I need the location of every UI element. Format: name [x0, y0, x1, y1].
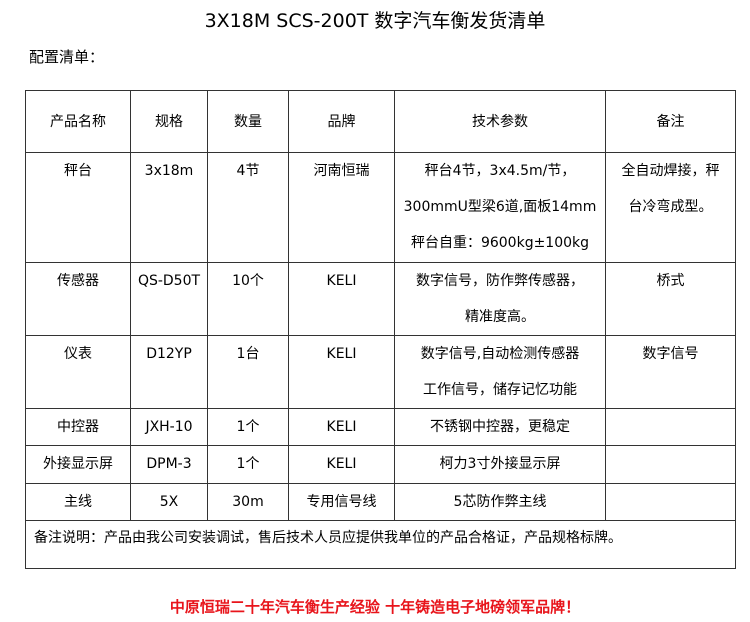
tech-line: 数字信号，防作弊传感器，	[416, 273, 584, 289]
cell-name: 中控器	[25, 408, 131, 446]
cell-tech: 5芯防作弊主线	[394, 483, 606, 521]
tech-line: 数字信号,自动检测传感器	[420, 346, 580, 362]
cell-qty: 30m	[207, 483, 289, 521]
header-qty: 数量	[207, 90, 289, 153]
header-name: 产品名称	[25, 90, 131, 153]
cell-note: 全自动焊接，秤 台冷弯成型。	[605, 152, 736, 263]
tech-line: 柯力3寸外接显示屏	[439, 456, 561, 472]
shipping-list-table: 产品名称 规格 数量 品牌 技术参数 备注 秤台 3x18m 4节 河南恒瑞 秤台4节，…	[25, 90, 736, 569]
cell-note: 数字信号	[605, 335, 736, 409]
remark-text: 备注说明：产品由我公司安装调试，售后技术人员应提供我单位的产品合格证，产品规格标…	[25, 520, 736, 569]
cell-tech: 数字信号，防作弊传感器， 精准度高。	[394, 262, 606, 336]
note-line: 数字信号	[642, 346, 699, 362]
cell-brand: 河南恒瑞	[288, 152, 395, 263]
cell-tech: 数字信号,自动检测传感器 工作信号，储存记忆功能	[394, 335, 606, 409]
tech-line: 精准度高。	[465, 309, 535, 325]
cell-tech: 不锈钢中控器，更稳定	[394, 408, 606, 446]
cell-brand: KELI	[288, 335, 395, 409]
cell-note	[605, 445, 736, 484]
cell-spec: 3x18m	[130, 152, 208, 263]
cell-spec: QS-D50T	[130, 262, 208, 336]
cell-tech: 秤台4节，3x4.5m/节， 300mmU型梁6道,面板14mm 秤台自重：9600…	[394, 152, 606, 263]
cell-spec: JXH-10	[130, 408, 208, 446]
note-line: 桥式	[656, 273, 685, 289]
table-header-row: 产品名称 规格 数量 品牌 技术参数 备注	[25, 90, 736, 153]
cell-qty: 1个	[207, 408, 289, 446]
config-list-label: 配置清单：	[29, 48, 105, 66]
cell-spec: DPM-3	[130, 445, 208, 484]
cell-qty: 1台	[207, 335, 289, 409]
cell-name: 仪表	[25, 335, 131, 409]
remark-row: 备注说明：产品由我公司安装调试，售后技术人员应提供我单位的产品合格证，产品规格标…	[25, 520, 736, 569]
tech-line: 300mmU型梁6道,面板14mm	[403, 199, 597, 215]
cell-brand: KELI	[288, 262, 395, 336]
table-row: 传感器 QS-D50T 10个 KELI 数字信号，防作弊传感器， 精准度高。 桥式	[25, 262, 736, 336]
cell-spec: D12YP	[130, 335, 208, 409]
cell-qty: 4节	[207, 152, 289, 263]
cell-qty: 10个	[207, 262, 289, 336]
tech-line: 5芯防作弊主线	[453, 494, 547, 510]
header-spec: 规格	[130, 90, 208, 153]
tech-line: 工作信号，储存记忆功能	[423, 382, 577, 398]
table-row: 中控器 JXH-10 1个 KELI 不锈钢中控器，更稳定	[25, 408, 736, 446]
document-title: 3X18M SCS-200T 数字汽车衡发货清单	[204, 10, 546, 32]
header-brand: 品牌	[288, 90, 395, 153]
header-note: 备注	[605, 90, 736, 153]
cell-spec: 5X	[130, 483, 208, 521]
table-row: 外接显示屏 DPM-3 1个 KELI 柯力3寸外接显示屏	[25, 445, 736, 484]
tech-line: 秤台自重：9600kg±100kg	[410, 235, 590, 251]
cell-brand: KELI	[288, 408, 395, 446]
cell-name: 传感器	[25, 262, 131, 336]
cell-note: 桥式	[605, 262, 736, 336]
note-line: 全自动焊接，秤	[621, 163, 720, 179]
cell-qty: 1个	[207, 445, 289, 484]
cell-name: 外接显示屏	[25, 445, 131, 484]
tech-line: 秤台4节，3x4.5m/节，	[424, 163, 576, 179]
cell-note	[605, 408, 736, 446]
tech-line: 不锈钢中控器，更稳定	[430, 419, 570, 435]
cell-name: 主线	[25, 483, 131, 521]
header-tech: 技术参数	[394, 90, 606, 153]
cell-note	[605, 483, 736, 521]
note-line: 台冷弯成型。	[628, 199, 713, 215]
cell-tech: 柯力3寸外接显示屏	[394, 445, 606, 484]
slogan: 中原恒瑞二十年汽车衡生产经验 十年铸造电子地磅领军品牌！	[169, 598, 581, 616]
table-row: 秤台 3x18m 4节 河南恒瑞 秤台4节，3x4.5m/节， 300mmU型梁6道,面板…	[25, 152, 736, 263]
table-row: 主线 5X 30m 专用信号线 5芯防作弊主线	[25, 483, 736, 521]
cell-brand: 专用信号线	[288, 483, 395, 521]
table-row: 仪表 D12YP 1台 KELI 数字信号,自动检测传感器 工作信号，储存记忆功能 数字信号	[25, 335, 736, 409]
cell-brand: KELI	[288, 445, 395, 484]
cell-name: 秤台	[25, 152, 131, 263]
